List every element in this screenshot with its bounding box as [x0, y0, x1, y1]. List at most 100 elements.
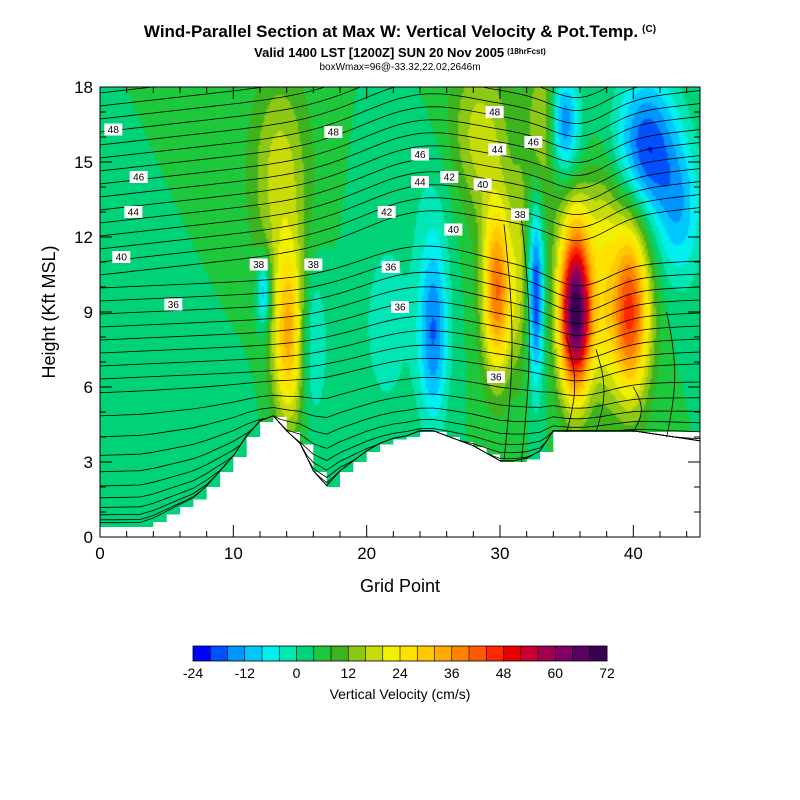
- colorbar-swatch: [572, 646, 591, 661]
- x-tick-label: 20: [357, 544, 376, 563]
- svg-text:36: 36: [490, 373, 502, 384]
- contour-label: 46: [524, 136, 543, 149]
- colorbar-tick-label: -12: [235, 665, 255, 681]
- svg-text:38: 38: [253, 260, 265, 271]
- contour-label: 36: [391, 301, 409, 314]
- theta-contour: [666, 311, 676, 438]
- colorbar-swatch: [313, 646, 332, 661]
- y-tick-label: 0: [84, 528, 93, 547]
- colorbar-tick-label: 12: [340, 665, 356, 681]
- y-tick-label: 6: [84, 378, 93, 397]
- colorbar-swatch: [193, 646, 211, 661]
- theta-contour: [100, 415, 700, 487]
- colorbar-swatch: [365, 646, 384, 661]
- theta-contour: [100, 245, 700, 289]
- svg-text:36: 36: [168, 300, 180, 311]
- theta-contour: [100, 181, 700, 250]
- colorbar-swatch: [469, 646, 487, 661]
- theta-contour: [503, 224, 513, 460]
- colorbar-tick-label: 24: [392, 665, 408, 681]
- theta-contour: [520, 216, 530, 463]
- theta-contour: [100, 207, 700, 276]
- theta-contour: [100, 116, 700, 185]
- contour-label: 48: [104, 123, 123, 136]
- contour-label: 46: [411, 148, 429, 161]
- colorbar-swatch: [348, 646, 366, 661]
- theta-contour: [100, 344, 700, 380]
- colorbar-tick-label: -24: [183, 665, 203, 681]
- contour-label: 46: [129, 171, 148, 184]
- colorbar-swatch: [520, 646, 539, 661]
- colorbar-swatch: [538, 646, 556, 661]
- colorbar-swatch: [555, 646, 573, 661]
- theta-contour: [100, 357, 700, 394]
- contour-label: 48: [485, 106, 504, 119]
- contour-labels: 48 46 44 40 36 48 46 44 42 40 38 36 36 48 44 46 42 40 38 36…: [104, 106, 543, 384]
- theta-contour: [100, 315, 700, 354]
- svg-text:46: 46: [414, 150, 426, 161]
- contour-label: 38: [511, 208, 529, 221]
- colorbar-swatch: [434, 646, 453, 661]
- theta-contour: [100, 103, 700, 172]
- colorbar-tick-label: 0: [293, 665, 301, 681]
- svg-text:48: 48: [489, 108, 501, 119]
- y-tick-label: 15: [74, 153, 93, 172]
- svg-text:42: 42: [444, 173, 456, 184]
- contour-label: 44: [411, 176, 429, 189]
- colorbar-swatch: [331, 646, 349, 661]
- contour-label: 42: [440, 171, 459, 184]
- theta-contour: [100, 142, 700, 211]
- theta-contour: [100, 330, 700, 367]
- colorbar-swatch: [503, 646, 522, 661]
- colorbar-tick-label: 36: [444, 665, 460, 681]
- svg-text:44: 44: [414, 178, 426, 189]
- theta-contour: [100, 129, 700, 198]
- contour-label: 40: [473, 178, 492, 191]
- colorbar-swatch: [400, 646, 418, 661]
- colorbar-swatch: [279, 646, 297, 661]
- svg-text:36: 36: [394, 303, 406, 314]
- y-tick-label: 9: [84, 303, 93, 322]
- colorbar-swatch: [417, 646, 435, 661]
- colorbar-swatch: [227, 646, 246, 661]
- theta-contour: [100, 377, 700, 417]
- svg-text:44: 44: [492, 145, 504, 156]
- theta-contour: [100, 168, 700, 237]
- colorbar: -24 -12 0 12 24 36 48 60 72: [183, 645, 615, 681]
- contour-label: 40: [444, 223, 463, 236]
- contour-label: 44: [488, 143, 507, 156]
- colorbar-swatch: [486, 646, 504, 661]
- theta-contour: [100, 194, 700, 263]
- svg-text:46: 46: [133, 173, 145, 184]
- x-tick-label: 10: [224, 544, 243, 563]
- y-tick-label: 18: [74, 78, 93, 97]
- y-tick-label: 12: [74, 228, 93, 247]
- svg-text:40: 40: [116, 253, 128, 264]
- x-tick-label: 40: [624, 544, 643, 563]
- colorbar-title: Vertical Velocity (cm/s): [330, 686, 471, 702]
- svg-text:40: 40: [477, 180, 489, 191]
- theta-contour: [632, 386, 642, 433]
- contour-label: 42: [377, 206, 396, 219]
- colorbar-swatch: [589, 646, 608, 661]
- colorbar-tick-label: 72: [599, 665, 615, 681]
- colorbar-swatch: [382, 646, 401, 661]
- theta-contour: [100, 393, 700, 438]
- contour-label: 38: [249, 258, 268, 271]
- colorbar-tick-label: 48: [496, 665, 512, 681]
- x-tick-label: 0: [95, 544, 104, 563]
- theta-contour: [100, 87, 609, 133]
- y-axis-label: Height (Kft MSL): [39, 245, 59, 378]
- theta-contour: [100, 415, 700, 473]
- colorbar-tick-label: 60: [547, 665, 563, 681]
- potential-temperature-contours: [100, 87, 700, 524]
- theta-contour: [100, 87, 640, 146]
- y-tick-label: 3: [84, 453, 93, 472]
- theta-contour: [566, 336, 576, 433]
- theta-contour: [100, 87, 327, 120]
- terrain-mask: [100, 417, 700, 537]
- chart-subtitle-max: boxWmax=96@-33.32,22.02,2646m: [319, 62, 481, 73]
- x-tick-label: 30: [491, 544, 510, 563]
